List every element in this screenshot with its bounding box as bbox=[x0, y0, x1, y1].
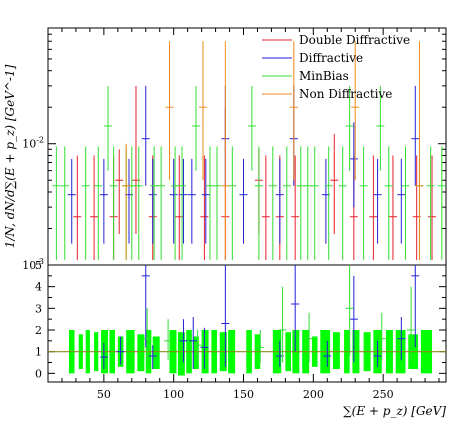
ratio-panel: 0 1 2 3 4 5 50 100 150 200 250 ∑(E + p_z) [GeV] bbox=[35, 259, 447, 418]
main-panel: 10-3 10-2 1/N, dN/d∑(E + p_z) [GeV^-1] bbox=[3, 27, 447, 272]
legend-entry: Diffractive bbox=[299, 51, 363, 65]
legend-entry: MinBias bbox=[299, 69, 349, 83]
legend-entry: Double Diffractive bbox=[299, 33, 410, 47]
x-tick-label: 100 bbox=[163, 388, 184, 401]
ratio-y-tick-label: 1 bbox=[35, 346, 42, 359]
ratio-y-tick-label: 5 bbox=[35, 259, 42, 272]
ratio-panel-marks bbox=[48, 265, 446, 376]
ratio-plot-frame bbox=[47, 264, 447, 383]
ratio-y-tick-label: 4 bbox=[35, 281, 42, 294]
y-axis-title: 1/N, dN/d∑(E + p_z) [GeV^-1] bbox=[3, 64, 17, 248]
y-tick-label: 10-2 bbox=[22, 136, 44, 151]
uncertainty-band bbox=[177, 332, 185, 376]
x-tick-label: 50 bbox=[97, 388, 111, 401]
y-tick-label: 10-3 bbox=[22, 257, 44, 272]
ratio-y-tick-label: 2 bbox=[35, 324, 42, 337]
x-tick-label: 200 bbox=[303, 388, 324, 401]
uncertainty-band bbox=[332, 332, 340, 369]
x-axis-title: ∑(E + p_z) [GeV] bbox=[343, 404, 446, 418]
uncertainty-band bbox=[193, 336, 199, 369]
ratio-y-tick-label: 0 bbox=[35, 367, 42, 380]
legend-entry: Non Diffractive bbox=[299, 87, 392, 101]
x-tick-label: 150 bbox=[233, 388, 254, 401]
main-panel-marks bbox=[52, 41, 446, 260]
uncertainty-band bbox=[137, 334, 145, 372]
legend: Double Diffractive Diffractive MinBias Non … bbox=[262, 33, 410, 101]
uncertainty-band bbox=[152, 336, 160, 369]
x-tick-label: 250 bbox=[373, 388, 394, 401]
ratio-y-tick-label: 3 bbox=[35, 302, 42, 315]
